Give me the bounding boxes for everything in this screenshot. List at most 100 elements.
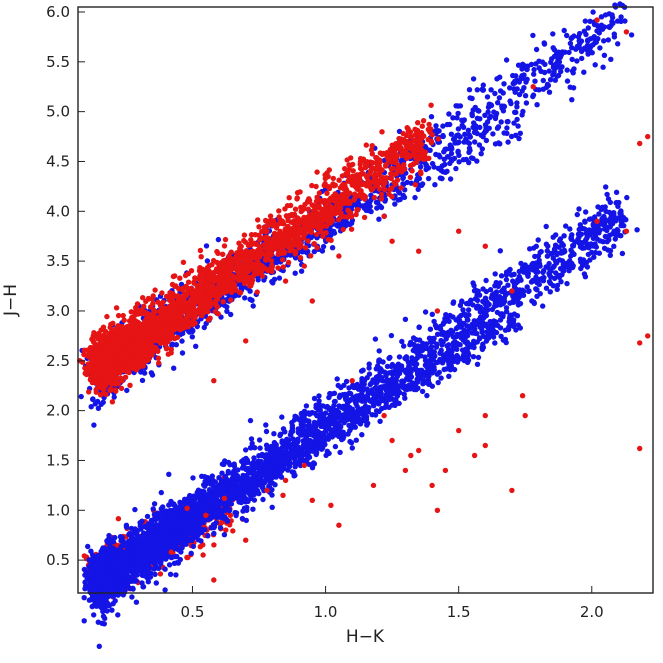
blue-point [500, 108, 507, 114]
red-point [257, 266, 263, 272]
red-point [394, 153, 400, 159]
red-point [420, 149, 426, 155]
red-point [404, 144, 410, 150]
red-point [336, 217, 342, 223]
red-point [116, 337, 123, 343]
blue-point [440, 169, 446, 175]
blue-point [608, 56, 614, 62]
red-point [97, 365, 104, 371]
red-point [89, 336, 95, 342]
red-point [136, 355, 142, 362]
red-point [373, 160, 380, 166]
blue-point [514, 104, 520, 110]
red-point [134, 301, 141, 307]
blue-point [342, 220, 349, 226]
red-point [275, 265, 281, 271]
red-point [143, 298, 149, 305]
red-point [95, 336, 101, 342]
red-point [377, 177, 384, 184]
red-point [180, 317, 186, 323]
red-point [209, 284, 215, 290]
red-point [297, 189, 303, 195]
red-point [275, 231, 281, 237]
blue-point [78, 393, 84, 400]
red-point [255, 217, 261, 223]
red-point [279, 257, 286, 263]
red-point [386, 191, 392, 197]
red-point [221, 243, 228, 249]
red-point [343, 194, 349, 201]
blue-point [566, 49, 572, 56]
blue-point [486, 101, 492, 107]
red-point [143, 331, 149, 337]
blue-point [447, 160, 453, 167]
red-point [200, 552, 206, 558]
blue-point [453, 165, 459, 172]
blue-point [329, 245, 336, 251]
blue-point [215, 236, 222, 243]
red-point [324, 190, 330, 196]
red-point [110, 328, 116, 335]
blue-point [561, 27, 567, 34]
red-point [254, 289, 260, 295]
blue-point [476, 108, 482, 114]
red-point [342, 182, 348, 189]
red-point [118, 385, 125, 391]
blue-point [477, 124, 483, 131]
red-point [285, 259, 292, 266]
red-point [176, 286, 182, 292]
red-point [188, 285, 194, 292]
blue-point [581, 69, 587, 75]
blue-point [587, 46, 593, 52]
blue-point [138, 369, 144, 375]
blue-point [611, 31, 617, 37]
red-point [361, 214, 368, 221]
red-point [348, 155, 354, 161]
blue-point [415, 186, 421, 193]
blue-point [470, 76, 477, 82]
red-point [301, 222, 308, 229]
blue-point [455, 132, 461, 138]
blue-point [585, 38, 591, 44]
red-point [169, 281, 176, 288]
red-point [313, 183, 319, 190]
blue-point [500, 90, 506, 96]
blue-point [492, 141, 499, 147]
blue-point [433, 123, 439, 129]
blue-point [91, 422, 97, 428]
red-point [285, 243, 291, 250]
red-point [326, 185, 333, 192]
blue-point [459, 122, 465, 129]
blue-point [468, 155, 475, 161]
red-point [199, 290, 206, 296]
red-point [190, 306, 196, 313]
blue-point [577, 40, 583, 47]
red-point [416, 153, 422, 159]
data-points-layer [77, 1, 651, 649]
red-point [112, 387, 119, 393]
blue-point [382, 196, 389, 203]
red-point [297, 255, 304, 261]
red-point [314, 194, 320, 200]
red-point [314, 169, 320, 175]
red-point [409, 168, 415, 174]
red-point [110, 368, 117, 374]
red-point [322, 180, 328, 187]
red-point [172, 273, 178, 279]
blue-point [255, 277, 261, 283]
blue-point [479, 146, 485, 152]
blue-point [447, 176, 454, 182]
red-point [120, 360, 127, 367]
blue-point [508, 100, 514, 107]
red-point [210, 271, 216, 277]
red-point [121, 317, 127, 323]
red-point [193, 296, 199, 302]
red-point [290, 220, 297, 226]
red-point [395, 166, 401, 172]
blue-point [562, 49, 568, 55]
red-point [99, 385, 105, 392]
blue-point [224, 308, 230, 314]
blue-point [491, 109, 497, 115]
red-point [336, 204, 342, 210]
